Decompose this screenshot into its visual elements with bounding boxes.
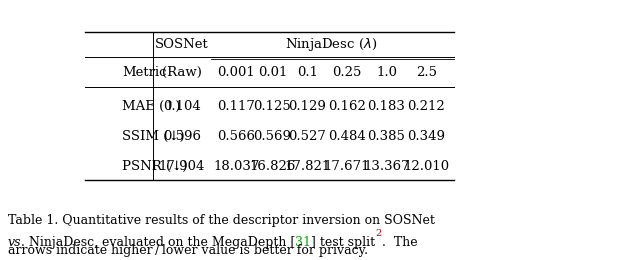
Text: 0.162: 0.162: [328, 100, 366, 113]
Text: 17.904: 17.904: [159, 160, 205, 173]
Text: 0.349: 0.349: [407, 130, 445, 143]
Text: 0.25: 0.25: [332, 66, 362, 79]
Text: 0.125: 0.125: [253, 100, 291, 113]
Text: SSIM (↓): SSIM (↓): [122, 130, 185, 143]
Text: 1.0: 1.0: [376, 66, 397, 79]
Text: Table 1. Quantitative results of the descriptor inversion on SOSNet: Table 1. Quantitative results of the des…: [8, 214, 435, 227]
Text: . NinjaDesc, evaluated on the MegaDepth [: . NinjaDesc, evaluated on the MegaDepth …: [21, 236, 296, 249]
Text: 2: 2: [376, 229, 382, 238]
Text: Metric: Metric: [122, 66, 166, 79]
Text: 0.596: 0.596: [163, 130, 201, 143]
Text: 17.671: 17.671: [324, 160, 370, 173]
Text: 0.212: 0.212: [407, 100, 445, 113]
Text: 0.01: 0.01: [258, 66, 287, 79]
Text: 0.385: 0.385: [367, 130, 406, 143]
Text: 18.037: 18.037: [213, 160, 259, 173]
Text: 2.5: 2.5: [416, 66, 436, 79]
Text: 0.569: 0.569: [253, 130, 291, 143]
Text: 13.367: 13.367: [364, 160, 410, 173]
Text: vs: vs: [8, 236, 21, 249]
Text: NinjaDesc ($\lambda$): NinjaDesc ($\lambda$): [285, 36, 378, 53]
Text: 0.527: 0.527: [288, 130, 326, 143]
Text: MAE (↑): MAE (↑): [122, 100, 180, 113]
Text: 31: 31: [296, 236, 312, 249]
Text: 0.104: 0.104: [163, 100, 200, 113]
Text: SOSNet: SOSNet: [155, 38, 209, 51]
Text: (Raw): (Raw): [162, 66, 202, 79]
Text: 16.826: 16.826: [249, 160, 296, 173]
Text: 12.010: 12.010: [403, 160, 449, 173]
Text: 0.1: 0.1: [297, 66, 317, 79]
Text: 17.821: 17.821: [284, 160, 330, 173]
Text: 0.117: 0.117: [218, 100, 255, 113]
Text: 0.001: 0.001: [218, 66, 255, 79]
Text: 0.183: 0.183: [367, 100, 406, 113]
Text: .  The: . The: [382, 236, 417, 249]
Text: 0.566: 0.566: [217, 130, 255, 143]
Text: 0.129: 0.129: [288, 100, 326, 113]
Text: arrows indicate higher / lower value is better for privacy.: arrows indicate higher / lower value is …: [8, 244, 367, 257]
Text: 0.484: 0.484: [328, 130, 365, 143]
Text: ] test split: ] test split: [312, 236, 376, 249]
Text: PSNR (↓): PSNR (↓): [122, 160, 188, 173]
